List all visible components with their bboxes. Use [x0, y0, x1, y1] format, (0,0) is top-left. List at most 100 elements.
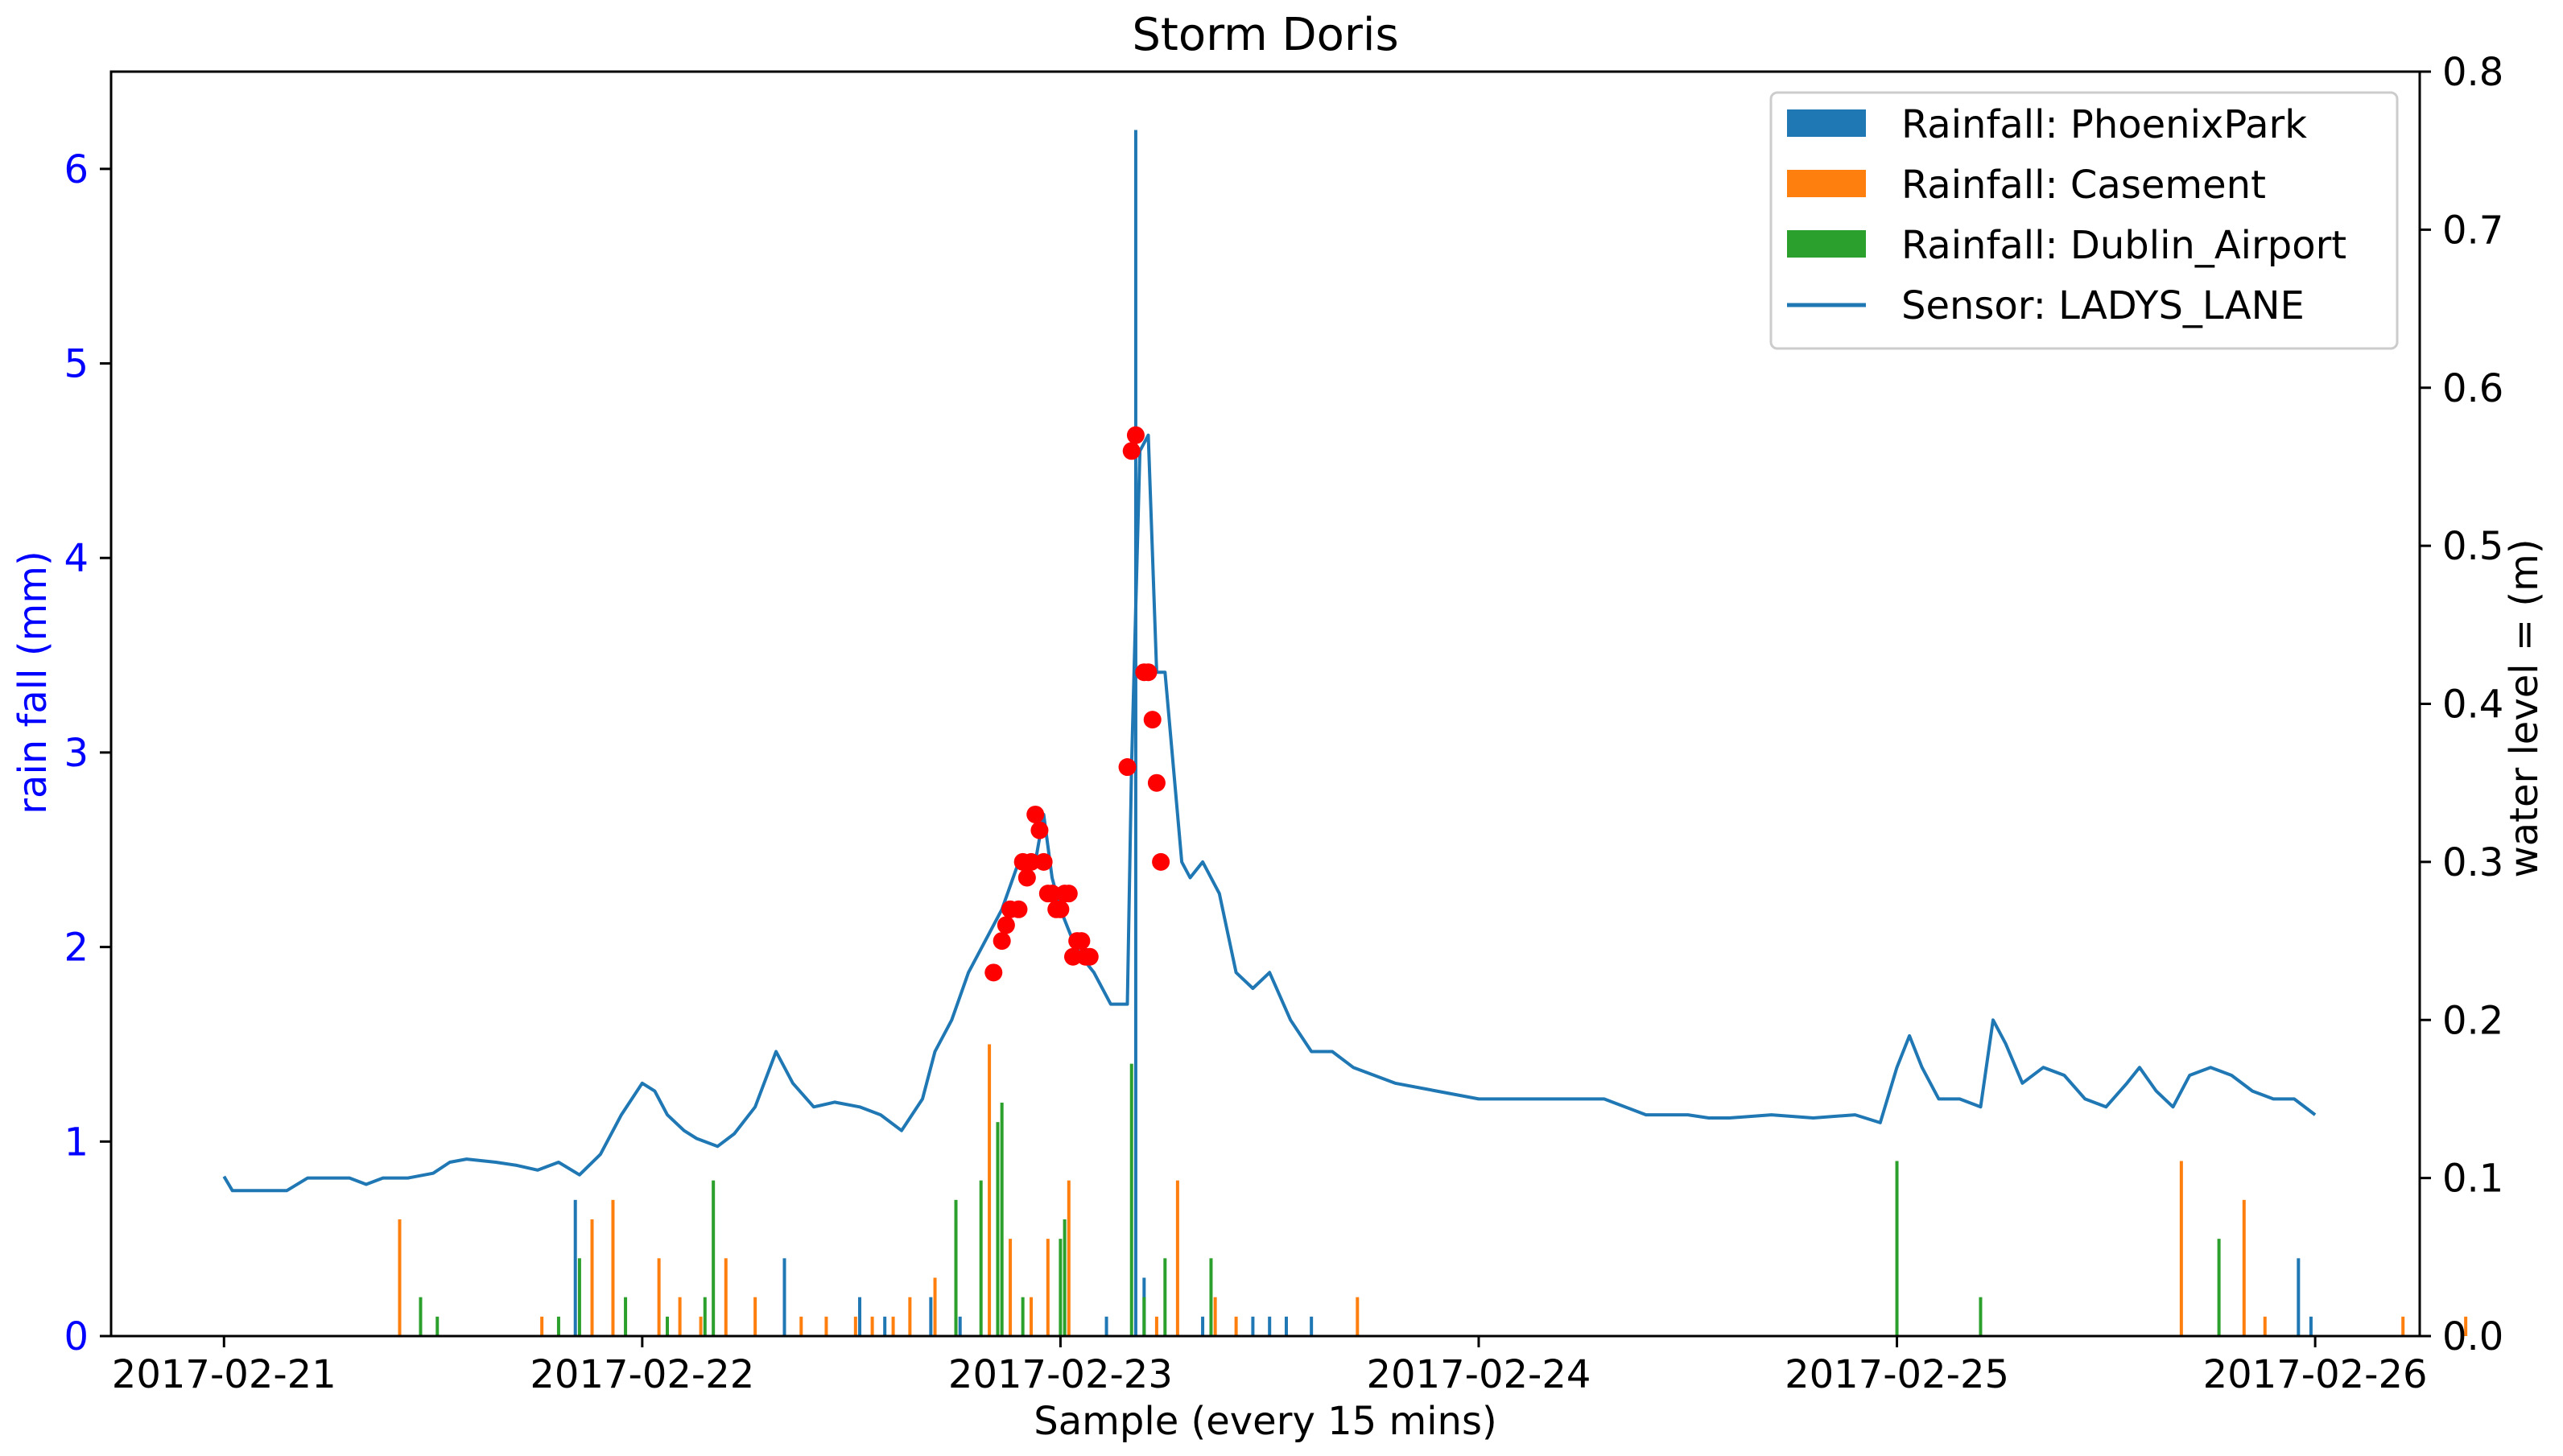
rain-bar-dublin-airport [954, 1199, 958, 1336]
legend: Rainfall: PhoenixPark Rainfall: Casement… [1769, 91, 2399, 350]
y-right-tick-label: 0.6 [2442, 366, 2503, 411]
rain-bar-dublin-airport [1063, 1219, 1067, 1336]
rain-bar-casement [2464, 1316, 2468, 1336]
legend-swatch-casement [1787, 170, 1866, 197]
flood-marker [1147, 773, 1166, 792]
rain-bar-phoenixpark [858, 1297, 862, 1336]
flood-marker [1152, 852, 1170, 871]
rain-bar-dublin-airport [2217, 1239, 2221, 1336]
rain-bar-dublin-airport [703, 1297, 707, 1336]
y-right-tick-label: 0.3 [2442, 840, 2503, 885]
rain-bar-dublin-airport [419, 1297, 423, 1336]
x-tick-label: 2017-02-25 [1785, 1352, 2009, 1397]
x-tick-label: 2017-02-21 [112, 1352, 336, 1397]
rain-bar-casement [540, 1316, 544, 1336]
rain-bar-dublin-airport [1142, 1297, 1146, 1336]
y-left-tick-label: 1 [64, 1120, 89, 1165]
rain-bar-casement [933, 1277, 937, 1336]
rain-bar-dublin-airport [1209, 1258, 1213, 1336]
flood-marker [1030, 821, 1049, 839]
rain-bar-phoenixpark [1268, 1316, 1272, 1336]
rain-bar-casement [891, 1316, 895, 1336]
rain-bar-dublin-airport [1000, 1102, 1004, 1336]
rain-bar-casement [753, 1297, 757, 1336]
flood-marker [984, 963, 1003, 982]
rain-bar-dublin-airport [996, 1122, 1000, 1336]
y-axis-left: 0 1 2 3 4 5 6 [64, 147, 111, 1359]
rain-bar-dublin-airport [1163, 1258, 1167, 1336]
water-level-series [222, 433, 2317, 1193]
rain-bar-dublin-airport [577, 1258, 581, 1336]
rain-bar-phoenixpark [1284, 1316, 1288, 1336]
y-left-tick-label: 0 [64, 1314, 89, 1359]
flood-marker [1143, 711, 1162, 729]
rain-bar-casement [398, 1219, 402, 1336]
y-right-tick-label: 0.0 [2442, 1314, 2503, 1359]
x-tick-label: 2017-02-26 [2203, 1352, 2428, 1397]
chart-title: Storm Doris [1132, 9, 1398, 61]
y-right-tick-label: 0.7 [2442, 208, 2503, 253]
flood-marker [993, 932, 1011, 951]
x-tick-label: 2017-02-23 [948, 1352, 1173, 1397]
flood-marker [1122, 442, 1141, 460]
y-right-tick-label: 0.1 [2442, 1157, 2503, 1202]
flood-marker [1072, 932, 1091, 951]
rain-bar-casement [2263, 1316, 2267, 1336]
flood-markers [984, 426, 1170, 982]
rain-bar-phoenixpark [929, 1297, 933, 1336]
flood-marker [1017, 868, 1036, 887]
flood-marker [1059, 885, 1078, 903]
legend-label-casement: Rainfall: Casement [1901, 163, 2266, 208]
rain-bar-casement [870, 1316, 874, 1336]
flood-marker [1080, 947, 1099, 966]
rain-bar-casement [1046, 1239, 1050, 1336]
rain-bar-dublin-airport [435, 1316, 440, 1336]
rain-bar-phoenixpark [2309, 1316, 2313, 1336]
rain-bar-dublin-airport [1059, 1239, 1063, 1336]
y-right-tick-label: 0.5 [2442, 524, 2503, 569]
rain-bar-casement [657, 1258, 661, 1336]
legend-label-dublin-airport: Rainfall: Dublin_Airport [1901, 223, 2346, 268]
rain-bar-phoenixpark [883, 1316, 887, 1336]
rain-bar-dublin-airport [979, 1180, 983, 1336]
rain-bar-casement [1213, 1297, 1217, 1336]
rain-bar-casement [1030, 1297, 1034, 1336]
flood-marker [1064, 947, 1082, 966]
x-tick-label: 2017-02-22 [530, 1352, 754, 1397]
legend-swatch-phoenixpark [1787, 109, 1866, 137]
rain-bar-phoenixpark [1104, 1316, 1108, 1336]
y-left-tick-label: 2 [64, 926, 89, 971]
rain-bar-casement [724, 1258, 728, 1336]
rain-bar-phoenixpark [1201, 1316, 1205, 1336]
rainfall-bars [398, 130, 2468, 1336]
y-axis-left-label: rain fall (mm) [10, 551, 56, 814]
flood-marker [1118, 758, 1137, 777]
flood-marker [1009, 900, 1028, 918]
flood-marker [1022, 852, 1041, 871]
rain-bar-casement [2242, 1199, 2246, 1336]
legend-swatch-dublin-airport [1787, 230, 1866, 258]
rain-bar-casement [1154, 1316, 1158, 1336]
y-left-tick-label: 6 [64, 147, 89, 192]
rain-bar-phoenixpark [1251, 1316, 1255, 1336]
flood-marker [1034, 852, 1053, 871]
rain-bar-casement [988, 1044, 992, 1336]
rain-bar-casement [853, 1316, 857, 1336]
rain-bar-casement [1009, 1239, 1013, 1336]
flood-marker [1043, 885, 1062, 903]
rain-bar-dublin-airport [1129, 1063, 1133, 1336]
flood-marker [1051, 900, 1070, 918]
rain-bar-phoenixpark [782, 1258, 786, 1336]
rain-bar-dublin-airport [712, 1180, 716, 1336]
y-left-tick-label: 4 [64, 536, 89, 581]
rain-bar-phoenixpark [2297, 1258, 2301, 1336]
rain-bar-casement [1067, 1180, 1071, 1336]
rain-bar-dublin-airport [1021, 1297, 1025, 1336]
rain-bar-casement [908, 1297, 912, 1336]
y-left-tick-label: 3 [64, 731, 89, 776]
legend-label-ladys-lane: Sensor: LADYS_LANE [1901, 283, 2305, 328]
y-right-tick-label: 0.2 [2442, 998, 2503, 1043]
rain-bar-phoenixpark [1310, 1316, 1314, 1336]
flood-marker [1139, 663, 1158, 682]
y-right-tick-label: 0.8 [2442, 50, 2503, 95]
